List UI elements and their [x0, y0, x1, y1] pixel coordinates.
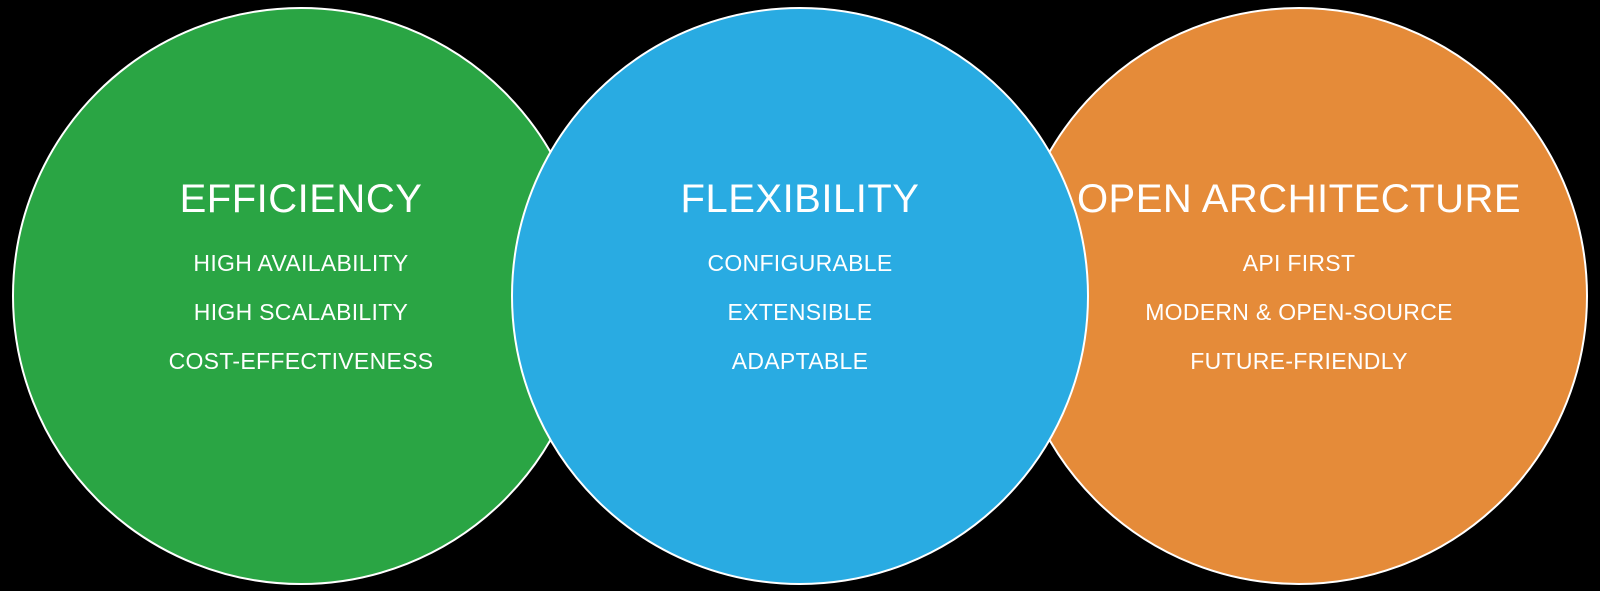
circle-open-architecture-item-0: API FIRST: [1243, 250, 1356, 277]
circle-flexibility-title: FLEXIBILITY: [681, 177, 920, 222]
circle-open-architecture-item-2: FUTURE-FRIENDLY: [1190, 348, 1407, 375]
circle-efficiency-item-2: COST-EFFECTIVENESS: [169, 348, 434, 375]
circle-flexibility-content: FLEXIBILITY CONFIGURABLE EXTENSIBLE ADAP…: [681, 177, 920, 375]
circle-efficiency-content: EFFICIENCY HIGH AVAILABILITY HIGH SCALAB…: [169, 177, 434, 375]
circle-flexibility-item-0: CONFIGURABLE: [707, 250, 892, 277]
circle-efficiency-title: EFFICIENCY: [180, 177, 423, 222]
circle-efficiency: EFFICIENCY HIGH AVAILABILITY HIGH SCALAB…: [12, 7, 590, 585]
circle-open-architecture-content: OPEN ARCHITECTURE API FIRST MODERN & OPE…: [1077, 177, 1521, 375]
circle-open-architecture-title: OPEN ARCHITECTURE: [1077, 177, 1521, 222]
circle-flexibility: FLEXIBILITY CONFIGURABLE EXTENSIBLE ADAP…: [511, 7, 1089, 585]
circle-efficiency-item-1: HIGH SCALABILITY: [194, 299, 408, 326]
circle-flexibility-item-2: ADAPTABLE: [732, 348, 869, 375]
circle-flexibility-item-1: EXTENSIBLE: [728, 299, 873, 326]
circle-open-architecture-item-1: MODERN & OPEN-SOURCE: [1145, 299, 1453, 326]
circle-open-architecture: OPEN ARCHITECTURE API FIRST MODERN & OPE…: [1010, 7, 1588, 585]
circle-efficiency-item-0: HIGH AVAILABILITY: [193, 250, 408, 277]
